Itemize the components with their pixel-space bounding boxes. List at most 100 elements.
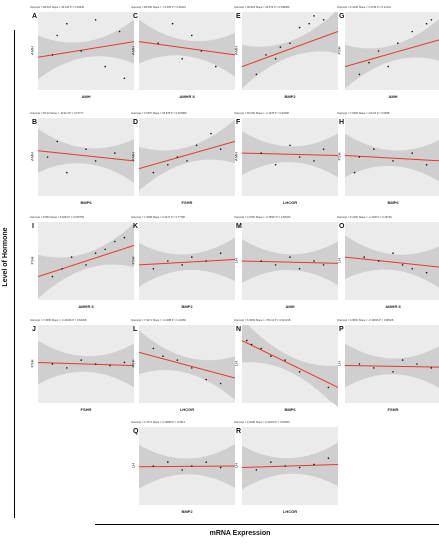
data-point bbox=[260, 260, 262, 262]
fit-line bbox=[38, 41, 134, 58]
data-point bbox=[94, 252, 97, 254]
data-point bbox=[425, 271, 428, 274]
data-point bbox=[327, 386, 330, 389]
data-point bbox=[392, 252, 394, 254]
panel-y-label: LH bbox=[336, 360, 342, 367]
data-point bbox=[181, 58, 183, 60]
panel-x-label: AMH bbox=[81, 94, 91, 99]
panel-letter: P bbox=[339, 326, 344, 333]
data-point bbox=[270, 461, 272, 463]
data-point bbox=[205, 461, 207, 463]
data-point bbox=[94, 160, 97, 162]
data-point bbox=[191, 465, 193, 467]
panel-plot-K bbox=[139, 222, 235, 300]
panel-x-label: LHCGR bbox=[179, 407, 195, 412]
panel-letter: H bbox=[339, 119, 345, 126]
panel-y-label: AMH bbox=[29, 46, 35, 55]
confidence-band bbox=[345, 133, 439, 182]
panel-y-label: FSH bbox=[336, 152, 342, 161]
panel-plot-I bbox=[38, 222, 134, 300]
data-point bbox=[274, 164, 277, 166]
panel-equation: Intercept = 60.02 Slope = -2194.3 P = 0.… bbox=[30, 112, 84, 115]
data-point bbox=[358, 363, 361, 365]
panel-plot-F bbox=[242, 118, 338, 196]
data-point bbox=[353, 171, 356, 174]
data-point bbox=[219, 466, 222, 469]
panel-x-label: FSHR bbox=[80, 407, 92, 412]
panel-y-label: AMH bbox=[233, 152, 239, 161]
data-point bbox=[94, 363, 97, 365]
data-point bbox=[114, 240, 116, 243]
panel-equation: Intercept = 4.7072 Slope = 0.13838 P = 0… bbox=[131, 421, 185, 424]
panel-letter: C bbox=[133, 13, 139, 20]
panel-x-label: BMP6 bbox=[80, 200, 92, 205]
data-point bbox=[358, 73, 361, 76]
panel-letter: Q bbox=[133, 428, 139, 435]
fit-line bbox=[38, 244, 134, 278]
fit-line bbox=[38, 150, 134, 162]
data-point bbox=[66, 22, 68, 25]
data-point bbox=[195, 144, 198, 147]
panel-letter: I bbox=[32, 223, 34, 230]
fit-line bbox=[139, 465, 235, 468]
data-point bbox=[167, 164, 169, 166]
panel-plot-H bbox=[345, 118, 439, 196]
data-point bbox=[322, 264, 325, 266]
data-point bbox=[210, 132, 212, 135]
panel-x-label: AMHR II bbox=[385, 304, 401, 309]
data-point bbox=[298, 156, 301, 158]
fit-line bbox=[139, 351, 235, 379]
panel-plot-J bbox=[38, 325, 134, 403]
panel-x-label: BMP2 bbox=[181, 304, 193, 309]
data-point bbox=[181, 264, 183, 266]
panel-equation: Intercept = 68.604 Slope = 46.120 P = 0.… bbox=[30, 6, 84, 9]
panel-x-label: BMP6 bbox=[284, 407, 296, 412]
data-point bbox=[123, 361, 126, 364]
data-point bbox=[219, 148, 222, 150]
data-point bbox=[205, 378, 207, 381]
data-point bbox=[260, 347, 262, 350]
fit-line bbox=[139, 41, 235, 56]
data-point bbox=[246, 339, 248, 342]
data-point bbox=[191, 256, 193, 258]
data-point bbox=[425, 22, 428, 25]
data-point bbox=[260, 152, 262, 154]
data-point bbox=[219, 382, 222, 385]
data-point bbox=[66, 171, 68, 174]
data-point bbox=[358, 156, 361, 158]
panel-letter: M bbox=[236, 223, 242, 230]
data-point bbox=[284, 465, 286, 467]
panel-letter: A bbox=[32, 13, 38, 20]
data-point bbox=[411, 30, 413, 33]
panel-plot-M bbox=[242, 222, 338, 300]
panel-x-label: AMHR II bbox=[78, 304, 94, 309]
data-point bbox=[176, 156, 179, 158]
data-point bbox=[51, 363, 54, 365]
data-point bbox=[109, 364, 111, 367]
data-point bbox=[377, 50, 380, 52]
data-point bbox=[255, 469, 258, 471]
data-point bbox=[313, 15, 315, 17]
panel-equation: Intercept = 7.3298 Slope = 0.2417 P = 0.… bbox=[131, 216, 185, 219]
data-point bbox=[94, 19, 97, 21]
data-point bbox=[219, 252, 222, 254]
data-point bbox=[200, 50, 203, 52]
panel-plot-A bbox=[38, 12, 134, 90]
data-point bbox=[411, 152, 413, 154]
panel-y-label: AMH bbox=[29, 152, 35, 161]
data-point bbox=[308, 22, 310, 25]
data-point bbox=[56, 34, 58, 37]
data-point bbox=[114, 152, 116, 154]
data-point bbox=[416, 363, 418, 365]
data-point bbox=[152, 171, 155, 174]
data-point bbox=[181, 469, 183, 471]
panel-y-label: LH bbox=[233, 257, 239, 264]
data-point bbox=[123, 236, 126, 239]
data-point bbox=[298, 268, 301, 270]
panel-y-label: FSH bbox=[29, 359, 35, 368]
panel-letter: N bbox=[236, 326, 242, 333]
panel-x-label: FSHR bbox=[387, 407, 399, 412]
data-point bbox=[186, 160, 188, 162]
panel-equation: Intercept = 7.6699 Slope = 116.93 P = 0.… bbox=[337, 112, 390, 115]
panel-y-label: FSH bbox=[130, 256, 136, 265]
